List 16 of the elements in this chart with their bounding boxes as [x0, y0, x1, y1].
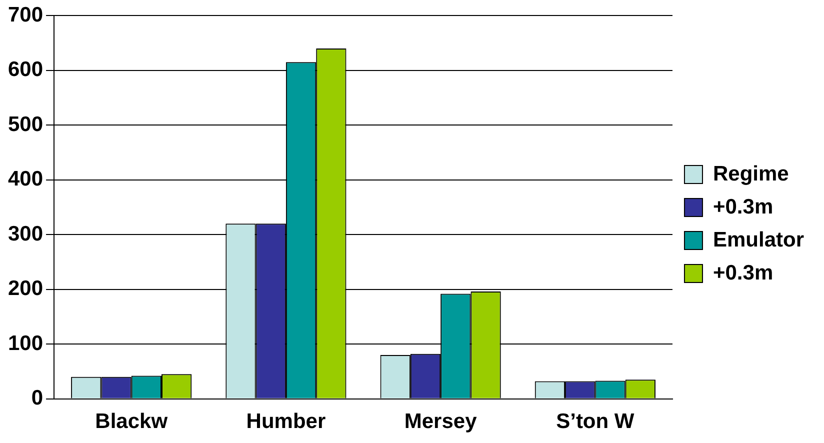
- y-tick-label: 0: [31, 386, 44, 410]
- legend-label: +0.3m: [712, 195, 774, 218]
- x-tick-label: Humber: [246, 410, 326, 434]
- legend-label: Regime: [712, 162, 789, 186]
- y-tick-label: 700: [8, 3, 44, 26]
- y-tick-label: 100: [8, 332, 44, 355]
- x-tick-label: Blackw: [95, 410, 168, 434]
- x-tick-label: Mersey: [404, 410, 478, 434]
- legend-label: Emulator: [712, 228, 804, 252]
- legend-label: +0.3m: [712, 261, 774, 284]
- y-tick-label: 200: [8, 277, 44, 300]
- y-tick-label: 500: [8, 112, 44, 136]
- x-tick-label: S’ton W: [556, 410, 634, 434]
- y-tick-label: 600: [8, 58, 44, 82]
- y-tick-label: 300: [8, 222, 44, 246]
- y-tick-label: 400: [8, 168, 44, 191]
